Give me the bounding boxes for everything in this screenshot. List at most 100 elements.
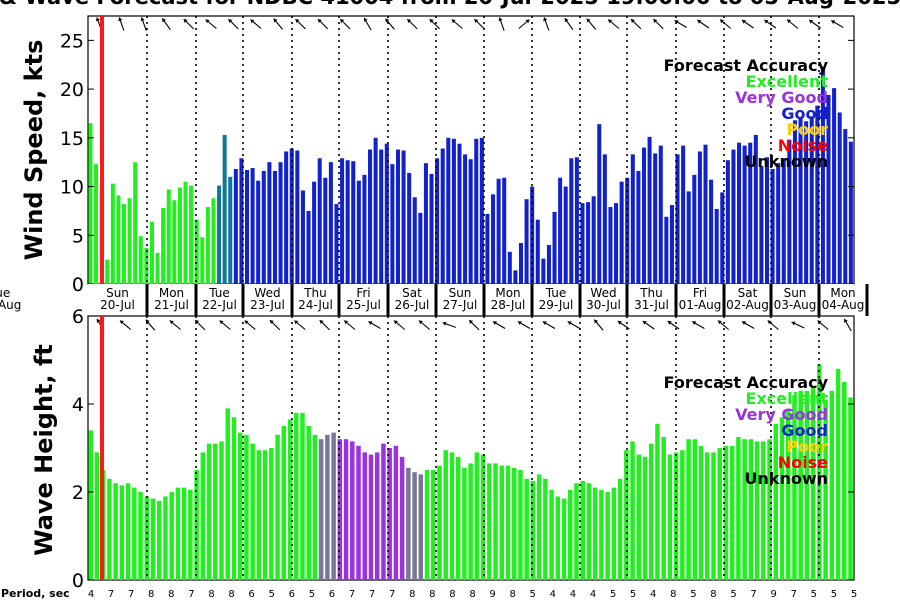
wave-height-bar: [511, 467, 517, 580]
wind-speed-bar: [451, 138, 456, 284]
wave-height-bar: [462, 467, 467, 580]
wave-height-bar: [213, 443, 218, 580]
wave-height-bar: [524, 478, 529, 580]
wind-speed-bar: [502, 177, 507, 284]
wave-arrow: [442, 321, 456, 328]
wave-arrow: [542, 321, 556, 329]
wave-height-bar: [399, 456, 405, 580]
wave-height-bar: [325, 434, 330, 580]
wind-speed-bar: [306, 210, 311, 284]
wind-speed-bar: [295, 150, 300, 284]
wave-height-bar: [518, 470, 523, 580]
wind-speed-bar: [619, 181, 624, 284]
day-of-week-label: Thu: [303, 286, 327, 300]
wave-height-bar: [630, 441, 635, 580]
wind-speed-bar: [228, 176, 233, 284]
wave-height-bar: [281, 426, 287, 580]
day-date-label: 31-Jul: [634, 298, 669, 312]
wind-speed-bar: [468, 159, 473, 284]
period-value: 4: [590, 589, 596, 600]
wave-arrow: [244, 320, 256, 330]
wave-arrow: [642, 320, 655, 330]
wind-legend-entry-unknown: Unknown: [744, 152, 828, 171]
wave-height-bar: [536, 474, 542, 580]
period-value: 7: [389, 589, 395, 600]
wave-height-bar: [779, 417, 785, 580]
wind-speed-bar: [94, 164, 99, 284]
wave-height-bar: [611, 487, 617, 580]
wind-legend-entry-excellent: Excellent: [746, 72, 829, 91]
wind-speed-bar: [395, 149, 400, 284]
wave-y-tick-label: 6: [72, 306, 84, 328]
wave-height-bar: [437, 465, 442, 580]
wave-height-bar: [113, 483, 118, 580]
wind-speed-bar: [217, 185, 222, 284]
wave-height-bar: [543, 478, 548, 580]
wind-arrow: [228, 18, 239, 30]
day-of-week-label: Wed: [254, 286, 280, 300]
period-value: 9: [489, 589, 495, 600]
wave-height-bar: [686, 439, 691, 580]
wave-legend-entry-unknown: Unknown: [744, 469, 828, 488]
wave-height-bar: [206, 443, 212, 580]
period-value: 5: [851, 589, 857, 600]
day-date-label: 29-Jul: [539, 298, 574, 312]
wind-arrow: [586, 18, 597, 30]
day-of-week-label: Sun: [784, 286, 807, 300]
wind-legend-entry-good: Good: [781, 104, 828, 123]
wave-height-bar: [667, 454, 673, 580]
wave-legend-entry-noise: Noise: [778, 453, 828, 472]
wave-arrow: [219, 320, 231, 330]
period-value: 8: [670, 589, 676, 600]
wave-height-bar: [655, 423, 660, 580]
wind-arrow: [250, 19, 262, 29]
period-value: 7: [188, 589, 194, 600]
day-of-week-label: Sat: [738, 286, 758, 300]
wave-height-bar: [798, 390, 803, 580]
wind-speed-bar: [832, 88, 837, 285]
wave-height-bar: [773, 423, 779, 580]
wind-arrow: [696, 19, 710, 29]
wind-y-tick-label: 5: [72, 225, 84, 247]
wind-speed-bar: [239, 158, 244, 284]
period-value: 7: [108, 589, 114, 600]
period-value: 4: [550, 589, 556, 600]
wave-height-bar: [244, 434, 249, 580]
wind-speed-bar: [256, 180, 261, 284]
wave-height-bars: [88, 364, 853, 580]
wave-height-bar: [487, 463, 492, 580]
wave-y-tick-label: 2: [72, 482, 84, 504]
period-value: 7: [750, 589, 756, 600]
wind-speed-bar: [245, 169, 250, 284]
wave-height-bar: [306, 426, 311, 580]
wind-arrow: [830, 20, 844, 28]
wave-height-bar: [792, 395, 797, 580]
day-date-label: 04-Aug: [822, 298, 865, 312]
wind-arrow: [295, 18, 306, 30]
wave-height-bar: [443, 450, 448, 580]
wind-speed-bar: [205, 207, 210, 284]
wave-day-dividers: [146, 316, 820, 580]
period-value: 4: [88, 589, 94, 600]
wind-arrow: [674, 20, 687, 28]
wind-arrow: [653, 18, 664, 30]
wind-speed-bar: [211, 198, 216, 284]
wave-arrow: [145, 319, 156, 331]
wind-speed-bar: [664, 216, 669, 284]
wave-height-bar: [642, 456, 648, 580]
wave-y-ticks: 0 2 4 6: [72, 306, 854, 592]
day-of-week-label: Wed: [590, 286, 616, 300]
wind-speed-bar: [546, 245, 551, 284]
period-value: 5: [831, 589, 837, 600]
period-value: 6: [329, 589, 335, 600]
wind-speed-bar: [597, 124, 602, 284]
wind-speed-bar: [770, 169, 775, 284]
wave-legend-entry-very-good: Very Good: [735, 405, 828, 424]
wind-speed-bar: [133, 162, 138, 284]
wind-speed-bar: [837, 112, 842, 284]
wind-speed-bar: [563, 186, 568, 284]
wind-speed-bar: [602, 154, 607, 284]
wind-speed-bar: [580, 203, 585, 284]
wind-speed-bar: [641, 147, 647, 284]
